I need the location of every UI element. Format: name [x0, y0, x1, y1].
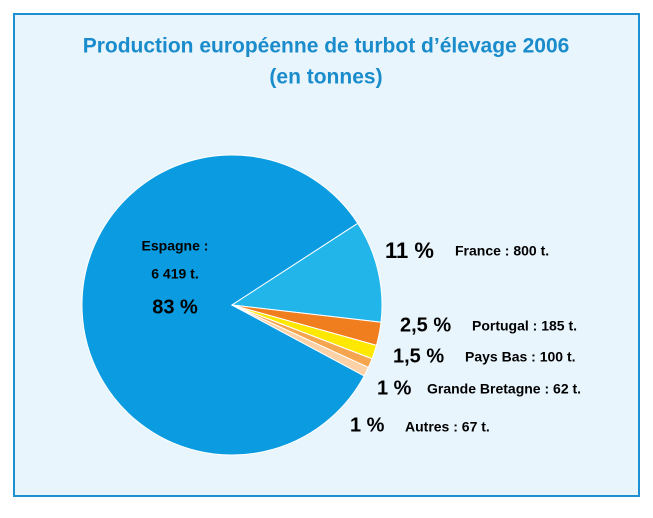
pie-slice: [230, 222, 383, 323]
chart-subtitle: (en tonnes): [269, 66, 382, 89]
slice-label: Espagne :: [142, 238, 209, 254]
chart-title: Production européenne de turbot d’élevag…: [83, 35, 570, 58]
value-label: 1 %: [350, 414, 385, 436]
value-label: 2,5 %: [400, 314, 451, 336]
value-label: 1,5 %: [393, 345, 444, 367]
slice-label: 6 419 t.: [151, 266, 198, 282]
slice-label: Portugal : 185 t.: [472, 318, 577, 334]
slice-label: Grande Bretagne : 62 t.: [427, 381, 581, 397]
slice-label: Pays Bas : 100 t.: [465, 349, 576, 365]
slice-label: France : 800 t.: [455, 243, 549, 259]
value-label: 83 %: [152, 296, 198, 318]
pie-slice: [231, 304, 370, 377]
value-label: 1 %: [377, 377, 412, 399]
pie-slice: [81, 154, 365, 456]
slice-label: Autres : 67 t.: [405, 419, 490, 435]
value-label: 11 %: [385, 238, 434, 263]
